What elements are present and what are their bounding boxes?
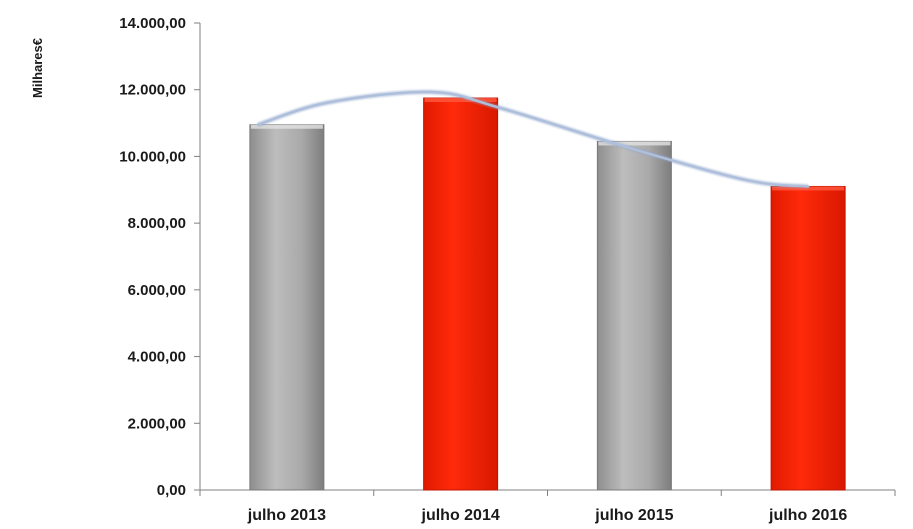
trendline: [256, 90, 810, 188]
bar-1: [249, 124, 325, 491]
x-tick-label: julho 2013: [247, 507, 326, 524]
bar-2: [423, 97, 499, 491]
y-tick-label: 0,00: [157, 482, 186, 499]
y-tick-label: 6.000,00: [128, 282, 186, 299]
y-axis-title: Milhares€: [30, 38, 45, 98]
y-tick-label: 4.000,00: [128, 349, 186, 366]
bar-cap-4: [772, 186, 845, 191]
trendline-glow: [257, 89, 809, 189]
bar-cap-2: [424, 98, 497, 103]
x-tick-label: julho 2014: [421, 507, 500, 524]
x-tick-label: julho 2015: [594, 507, 673, 524]
y-tick-label: 8.000,00: [128, 215, 186, 232]
y-tick-label: 14.000,00: [119, 15, 186, 32]
bar-4: [770, 185, 846, 491]
y-tick-label: 12.000,00: [119, 82, 186, 99]
bar-cap-1: [250, 124, 323, 129]
x-tick-label: julho 2016: [768, 507, 847, 524]
bar-3: [596, 140, 672, 491]
bar-cap-3: [598, 141, 671, 146]
y-tick-label: 2.000,00: [128, 415, 186, 432]
y-tick-label: 10.000,00: [119, 148, 186, 165]
